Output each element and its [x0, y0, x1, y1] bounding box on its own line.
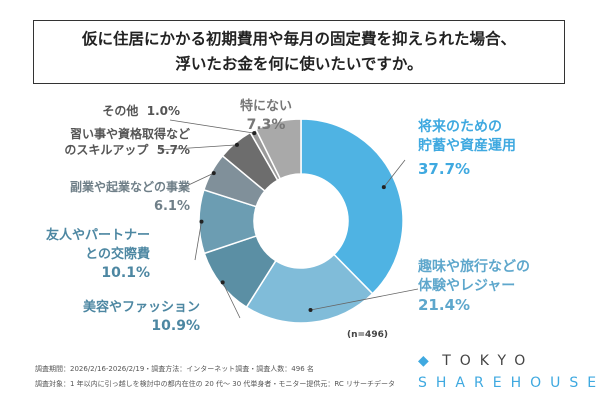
label-value: 5.7%: [156, 143, 190, 157]
label-text: その他: [102, 104, 139, 118]
leader-dot: [220, 280, 225, 285]
label-business: 副業や起業などの事業 6.1%: [70, 178, 190, 216]
leader-line: [169, 119, 255, 134]
leader-line: [222, 282, 241, 319]
title-line-1: 仮に住居にかかる初期費用や毎月の固定費を抑えられた場合、: [81, 30, 516, 48]
leader-dot: [234, 142, 239, 147]
logo-line-1: ◆ TOKYO: [418, 353, 535, 369]
label-value: 21.4%: [418, 296, 471, 314]
label-text: 体験やレジャー: [418, 278, 516, 294]
sample-size: (n=496): [347, 330, 388, 340]
label-value: 7.3%: [246, 117, 286, 133]
chart-title: 仮に住居にかかる初期費用や毎月の固定費を抑えられた場合、 浮いたお金を何に使いた…: [33, 20, 565, 84]
donut-slice: [300, 118, 404, 295]
label-text: 貯蓄や資産運用: [418, 138, 516, 154]
label-text: 友人やパートナー: [45, 228, 150, 243]
label-savings: 将来のための 貯蓄や資産運用 37.7%: [418, 118, 516, 179]
leader-line: [159, 144, 237, 151]
leader-line: [179, 172, 214, 190]
label-value: 6.1%: [153, 199, 190, 214]
label-text: 趣味や旅行などの: [418, 259, 530, 275]
tokyo-sharehouse-logo: ◆ TOKYO SHAREHOUSE: [418, 350, 600, 394]
label-text: のスキルアップ 5.7%: [64, 143, 190, 157]
label-text: との交際費: [85, 247, 150, 262]
leader-line: [194, 221, 202, 261]
label-beauty: 美容やファッション 10.9%: [83, 298, 200, 336]
donut-slice: [245, 253, 374, 324]
label-text: 副業や起業などの事業: [69, 180, 190, 194]
label-value: 10.1%: [101, 265, 150, 281]
leader-line: [310, 288, 419, 311]
leader-dot: [381, 185, 386, 190]
label-text: 美容やファッション: [82, 300, 200, 315]
label-none: 特にない 7.3%: [240, 98, 292, 134]
label-value: 10.9%: [151, 318, 200, 334]
label-value: 1.0%: [146, 104, 180, 118]
survey-target: 調査対象：1 年以内に引っ越しを検討中の都内在住の 20 代～ 30 代単身者・…: [35, 380, 396, 388]
label-text: 将来のための: [418, 119, 502, 135]
logo-line-2: SHAREHOUSE: [418, 375, 600, 391]
label-value: 37.7%: [418, 160, 471, 178]
label-skills: 習い事や資格取得など のスキルアップ 5.7%: [64, 126, 190, 158]
survey-period: 調査期間：2026/2/16-2026/2/19・調査方法：インターネット調査・…: [35, 365, 314, 373]
donut-slice: [254, 118, 302, 180]
label-leisure: 趣味や旅行などの 体験やレジャー 21.4%: [418, 258, 530, 315]
label-other: その他 1.0%: [102, 102, 180, 121]
leader-dot: [211, 171, 216, 176]
footer-notes: 調査期間：2026/2/16-2026/2/19・調査方法：インターネット調査・…: [35, 362, 395, 392]
leader-dot: [308, 307, 313, 312]
leader-dot: [252, 131, 257, 136]
label-text: 習い事や資格取得など: [69, 127, 190, 141]
label-text: 特にない: [240, 99, 293, 114]
title-line-2: 浮いたお金を何に使いたいですか。: [175, 55, 423, 73]
leader-dot: [199, 219, 204, 224]
leader-line: [383, 159, 406, 188]
label-social: 友人やパートナーとの交際費 10.1%: [46, 226, 150, 283]
